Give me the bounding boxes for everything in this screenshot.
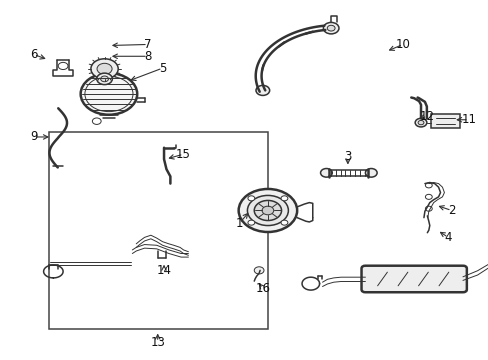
- Circle shape: [323, 22, 338, 34]
- Circle shape: [97, 73, 112, 85]
- Circle shape: [281, 196, 287, 201]
- FancyBboxPatch shape: [361, 266, 466, 292]
- Circle shape: [247, 220, 254, 225]
- Circle shape: [254, 267, 264, 274]
- Text: 8: 8: [144, 50, 151, 63]
- Text: 1: 1: [235, 216, 243, 230]
- Text: 14: 14: [156, 264, 171, 277]
- Text: 9: 9: [30, 130, 38, 144]
- Bar: [49, 132, 267, 329]
- Circle shape: [58, 62, 68, 69]
- Circle shape: [425, 183, 431, 188]
- Circle shape: [81, 73, 137, 115]
- Circle shape: [414, 118, 426, 127]
- Circle shape: [326, 25, 334, 31]
- Text: 12: 12: [419, 110, 434, 123]
- Text: 4: 4: [444, 231, 451, 244]
- Circle shape: [92, 118, 101, 125]
- Text: 13: 13: [150, 336, 165, 348]
- Text: 11: 11: [460, 113, 475, 126]
- Circle shape: [91, 59, 118, 79]
- Circle shape: [101, 76, 108, 82]
- Circle shape: [320, 168, 331, 177]
- Text: 2: 2: [447, 204, 454, 217]
- Circle shape: [247, 195, 288, 226]
- Circle shape: [247, 196, 254, 201]
- Text: 16: 16: [255, 282, 270, 295]
- Text: 3: 3: [344, 150, 351, 163]
- Text: 7: 7: [144, 38, 151, 51]
- Circle shape: [425, 206, 431, 211]
- Circle shape: [425, 194, 431, 199]
- Circle shape: [256, 85, 269, 95]
- Circle shape: [262, 206, 273, 215]
- Circle shape: [365, 168, 376, 177]
- Text: 15: 15: [176, 148, 191, 161]
- Bar: [430, 114, 459, 128]
- Circle shape: [238, 189, 297, 232]
- Circle shape: [281, 220, 287, 225]
- Circle shape: [97, 63, 112, 75]
- Circle shape: [254, 201, 281, 221]
- Text: 5: 5: [159, 62, 166, 75]
- Text: 10: 10: [395, 38, 409, 51]
- Circle shape: [417, 121, 423, 125]
- Text: 6: 6: [30, 48, 38, 61]
